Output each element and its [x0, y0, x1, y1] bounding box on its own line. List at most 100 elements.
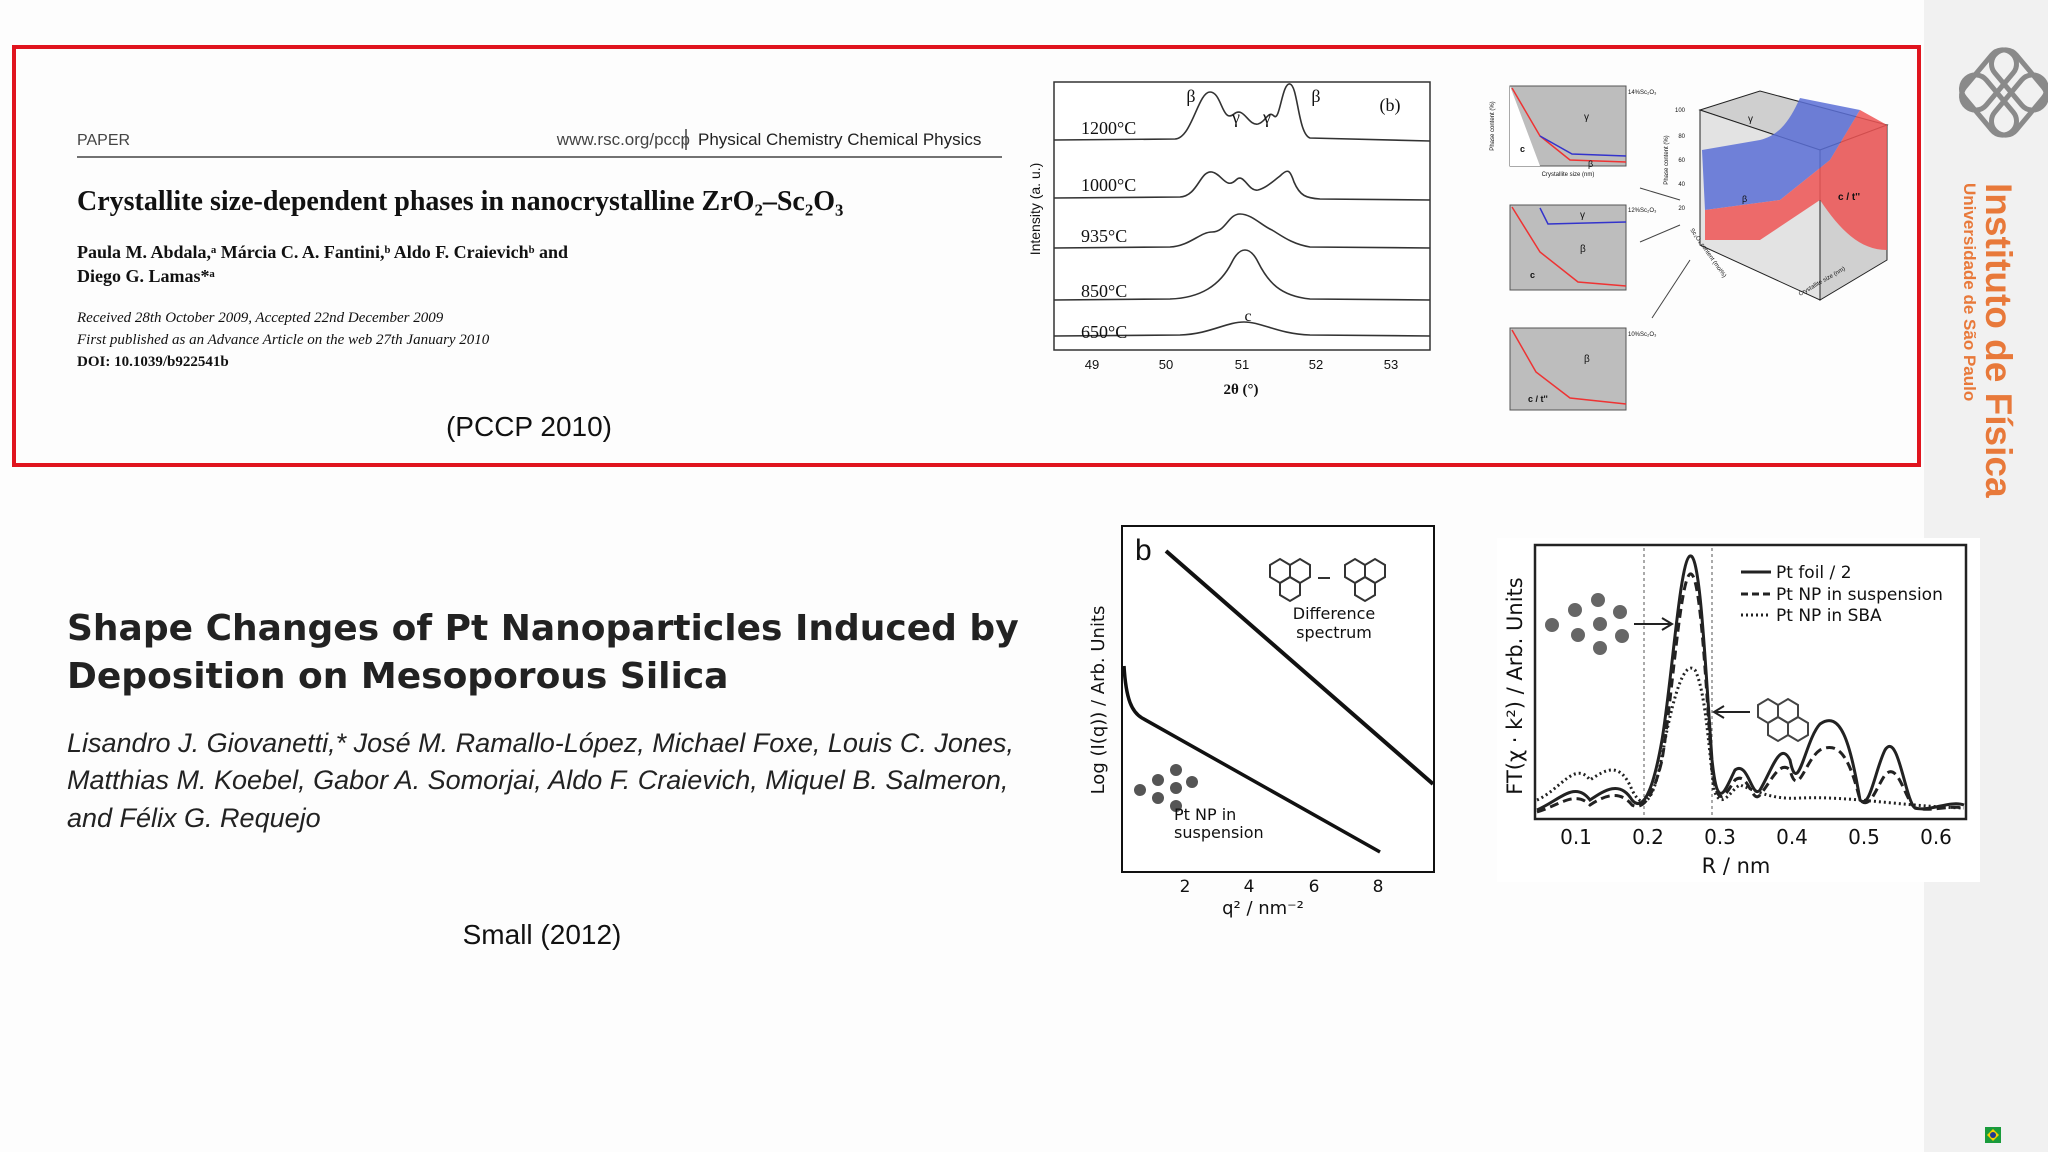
x-tick-label: 8	[1373, 877, 1384, 897]
x-tick-label: 0.6	[1920, 825, 1952, 849]
paper-title: Crystallite size-dependent phases in nan…	[77, 186, 843, 217]
author-line: and Félix G. Requejo	[67, 803, 321, 833]
x-tick-label: 0.2	[1632, 825, 1664, 849]
exafs-figure: Pt foil / 2 Pt NP in suspension Pt NP in…	[1497, 538, 1980, 882]
curve	[1536, 554, 1965, 812]
phase-panels: γ c β 14%Sc₂O₃ Crystallite size (nm) Pha…	[1490, 85, 1691, 411]
y-axis-label: FT(χ · k²) / Arb. Units	[1503, 577, 1527, 794]
phase-panel: γ β c 12%Sc₂O₃	[1509, 204, 1657, 291]
y-axis-label: Intensity (a. u.)	[1027, 163, 1043, 256]
peak-label: γ	[1231, 107, 1240, 127]
molecule-icons	[1269, 557, 1386, 603]
phase-label: β	[1584, 354, 1590, 365]
journal-url: www.rsc.org/pccp	[556, 130, 690, 149]
journal-name: Physical Chemistry Chemical Physics	[698, 130, 981, 149]
x-tick-label: 51	[1235, 357, 1249, 372]
nanoparticle-icons	[1134, 764, 1198, 812]
phase-label: β	[1742, 194, 1747, 204]
composition-label: 14%Sc₂O₃	[1628, 90, 1657, 96]
x-axis-label: 2θ (°)	[1223, 382, 1258, 398]
flag	[1985, 1127, 2001, 1143]
axis-label: Phase content (%)	[1664, 135, 1670, 184]
x-tick-label: 49	[1085, 357, 1099, 372]
tick-label: 80	[1678, 134, 1685, 140]
doi: DOI: 10.1039/b922541b	[77, 354, 229, 370]
phase-label: β	[1580, 244, 1586, 255]
history-line: Received 28th October 2009, Accepted 22n…	[76, 310, 444, 326]
phase-label: γ	[1748, 114, 1753, 125]
author-line: Lisandro J. Giovanetti,* José M. Ramallo…	[67, 728, 1014, 758]
panel-label: b	[1135, 534, 1152, 567]
plot-frame	[1121, 525, 1435, 873]
logo	[1959, 47, 2048, 138]
x-axis-label: R / nm	[1702, 854, 1771, 878]
x-tick-label: 6	[1309, 877, 1320, 897]
peak-label: c	[1244, 308, 1251, 325]
institute-name: Instituto de Física	[1978, 183, 2019, 498]
molecule-icon	[1757, 697, 1809, 743]
temperature-label: 650°C	[1081, 322, 1127, 342]
x-tick-label: 53	[1384, 357, 1398, 372]
annotation: suspension	[1174, 823, 1264, 842]
legend-entry: Pt NP in suspension	[1776, 585, 1943, 605]
temperature-label: 935°C	[1081, 226, 1127, 246]
x-tick-label: 52	[1309, 357, 1323, 372]
author-line: Diego G. Lamas*ᵃ	[77, 266, 215, 286]
annotation: Pt NP in	[1174, 805, 1236, 824]
annotation: Difference	[1293, 604, 1375, 623]
x-tick-label: 4	[1244, 877, 1255, 897]
plot-frame	[1053, 81, 1431, 351]
x-tick-label: 0.5	[1848, 825, 1880, 849]
curve	[1536, 666, 1965, 810]
legend-entry: Pt foil / 2	[1776, 563, 1852, 583]
x-tick-label: 50	[1159, 357, 1173, 372]
x-tick-label: 0.3	[1704, 825, 1736, 849]
paper-title: Deposition on Mesoporous Silica	[67, 656, 728, 697]
arrow	[1712, 705, 1750, 719]
highlight-box	[12, 45, 1921, 467]
temperature-label: 850°C	[1081, 281, 1127, 301]
x-axis-label: Crystallite size (nm)	[1542, 172, 1595, 178]
phase-label: c	[1520, 144, 1525, 154]
caption: Small (2012)	[463, 919, 622, 950]
phase-label: β	[1588, 159, 1593, 169]
legend-entry: Pt NP in SBA	[1776, 606, 1882, 626]
university-name: Universidade de São Paulo	[1960, 183, 1979, 401]
curve	[1164, 549, 1435, 786]
peak-label: γ	[1262, 107, 1271, 127]
phase-label: c	[1530, 270, 1535, 280]
peak-label: β	[1311, 86, 1320, 106]
phase-panel: γ c β 14%Sc₂O₃ Crystallite size (nm) Pha…	[1490, 85, 1657, 178]
saxs-figure: b Difference spectrum Pt NP in suspensio…	[1088, 525, 1435, 919]
phase-panel: β c / t'' 10%Sc₂O₃	[1509, 327, 1657, 411]
tick-label: 100	[1675, 108, 1686, 114]
tick-label: 20	[1678, 206, 1685, 212]
x-tick-label: 0.4	[1776, 825, 1808, 849]
composition-label: 12%Sc₂O₃	[1628, 208, 1657, 214]
y-axis-label: Log (I(q)) / Arb. Units	[1088, 606, 1109, 795]
y-axis-label: Phase content (%)	[1490, 101, 1496, 150]
paper-title: Shape Changes of Pt Nanoparticles Induce…	[67, 608, 1019, 649]
phase-label: c / t''	[1528, 394, 1548, 404]
section-label: PAPER	[77, 132, 130, 149]
arrows	[1639, 187, 1691, 319]
phase-label: c / t''	[1838, 192, 1860, 203]
phase-label: γ	[1580, 210, 1585, 221]
caption: (PCCP 2010)	[446, 411, 612, 442]
nanoparticle-icons	[1545, 593, 1629, 655]
x-tick-label: 2	[1180, 877, 1191, 897]
annotation: spectrum	[1296, 623, 1372, 642]
plot-frame	[1533, 543, 1968, 821]
tick-label: 60	[1678, 158, 1685, 164]
composition-label: 10%Sc₂O₃	[1628, 332, 1657, 338]
xrd-curves	[1053, 83, 1431, 337]
history-line: First published as an Advance Article on…	[76, 332, 490, 348]
tick-label: 40	[1678, 182, 1685, 188]
arrow	[1634, 617, 1674, 631]
temperature-label: 1000°C	[1081, 175, 1136, 195]
author-line: Paula M. Abdala,ᵃ Márcia C. A. Fantini,ᵇ…	[77, 242, 568, 262]
x-tick-label: 0.1	[1560, 825, 1592, 849]
temperature-label: 1200°C	[1081, 118, 1136, 138]
